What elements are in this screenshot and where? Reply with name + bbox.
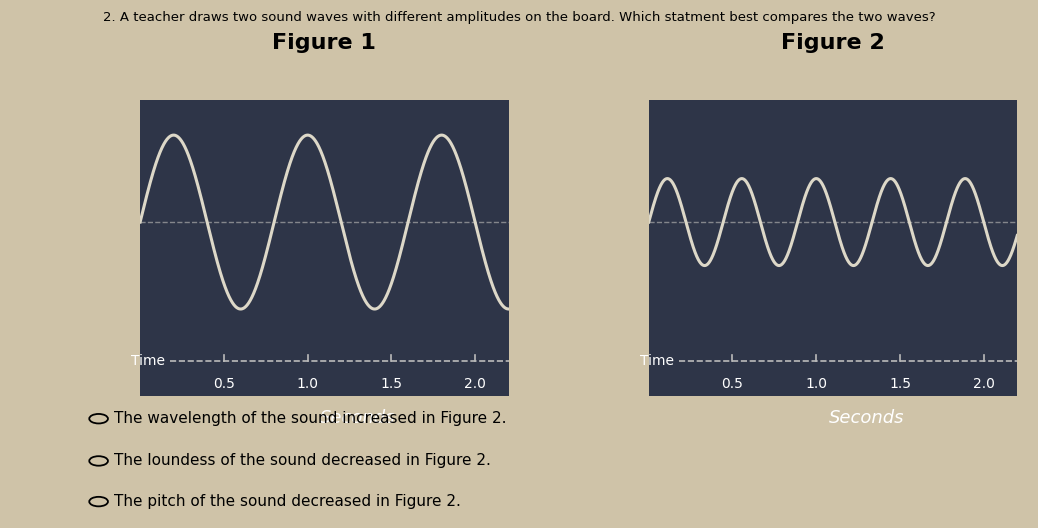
Text: Time: Time <box>131 354 165 368</box>
Text: The wavelength of the sound increased in Figure 2.: The wavelength of the sound increased in… <box>114 411 507 426</box>
Text: 2.0: 2.0 <box>464 377 486 391</box>
Text: 1.5: 1.5 <box>889 377 911 391</box>
Text: 2. A teacher draws two sound waves with different amplitudes on the board. Which: 2. A teacher draws two sound waves with … <box>103 11 935 24</box>
Text: 0.5: 0.5 <box>721 377 743 391</box>
Text: Seconds: Seconds <box>320 409 395 427</box>
Text: Time: Time <box>639 354 674 368</box>
Text: 1.0: 1.0 <box>297 377 319 391</box>
Text: 1.5: 1.5 <box>380 377 403 391</box>
Text: 2.0: 2.0 <box>973 377 994 391</box>
Text: Seconds: Seconds <box>828 409 904 427</box>
Text: Figure 1: Figure 1 <box>272 33 377 53</box>
Text: 0.5: 0.5 <box>213 377 235 391</box>
Text: 1.0: 1.0 <box>805 377 827 391</box>
Text: Figure 2: Figure 2 <box>782 33 884 53</box>
Text: The pitch of the sound decreased in Figure 2.: The pitch of the sound decreased in Figu… <box>114 494 461 509</box>
Text: The loundess of the sound decreased in Figure 2.: The loundess of the sound decreased in F… <box>114 454 491 468</box>
